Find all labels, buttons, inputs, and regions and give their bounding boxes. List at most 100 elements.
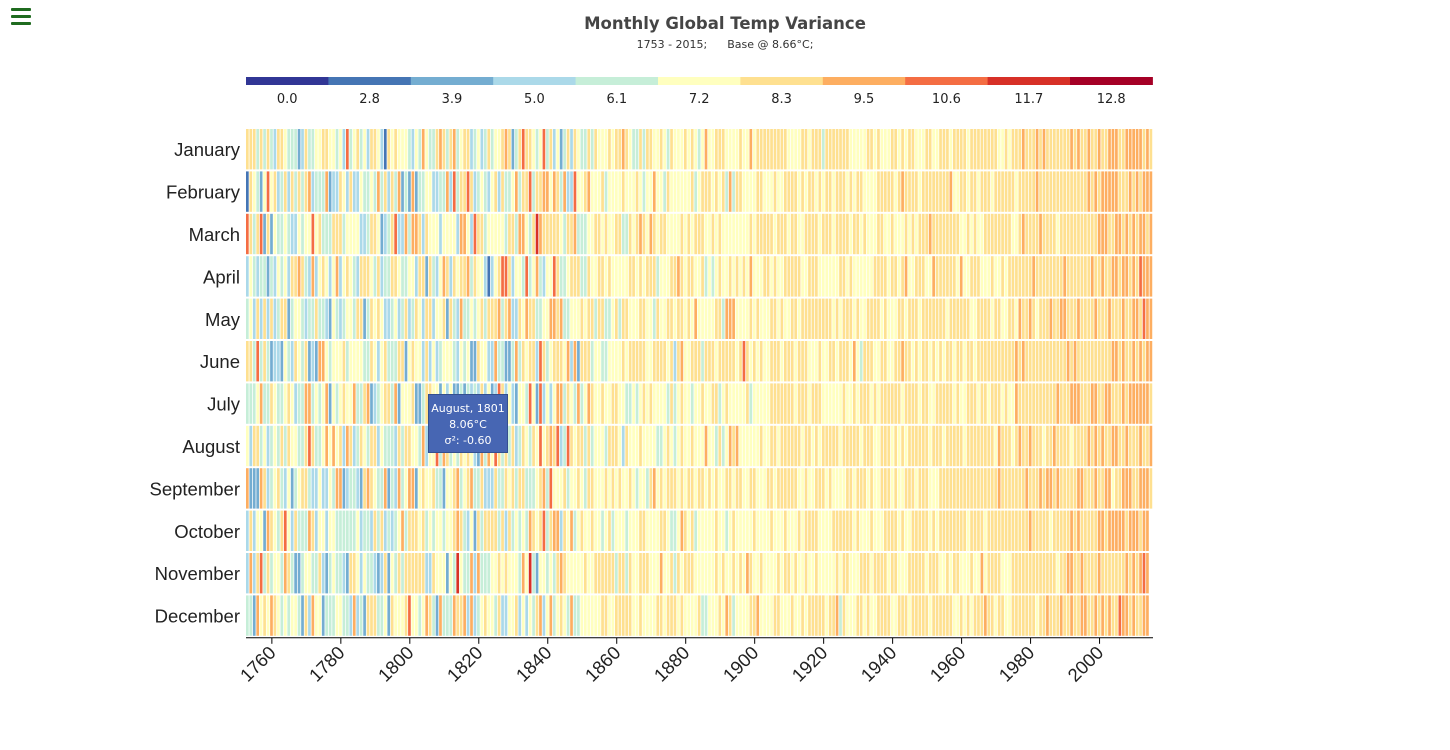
heatmap-cell[interactable] bbox=[480, 468, 484, 509]
heatmap-cell[interactable] bbox=[966, 256, 970, 297]
heatmap-cell[interactable] bbox=[1118, 383, 1122, 424]
heatmap-cell[interactable] bbox=[735, 171, 739, 212]
heatmap-cell[interactable] bbox=[442, 553, 446, 594]
heatmap-cell[interactable] bbox=[311, 213, 315, 255]
heatmap-cell[interactable] bbox=[1090, 213, 1094, 255]
heatmap-cell[interactable] bbox=[625, 213, 629, 255]
heatmap-cell[interactable] bbox=[742, 171, 746, 212]
heatmap-cell[interactable] bbox=[480, 510, 484, 551]
heatmap-cell[interactable] bbox=[683, 383, 687, 424]
heatmap-cell[interactable] bbox=[932, 425, 935, 467]
heatmap-cell[interactable] bbox=[539, 468, 542, 509]
heatmap-cell[interactable] bbox=[666, 425, 670, 467]
heatmap-cell[interactable] bbox=[901, 341, 904, 382]
heatmap-cell[interactable] bbox=[463, 213, 466, 255]
heatmap-cell[interactable] bbox=[1135, 129, 1139, 170]
heatmap-cell[interactable] bbox=[621, 553, 625, 594]
heatmap-cell[interactable] bbox=[611, 256, 615, 297]
heatmap-cell[interactable] bbox=[380, 341, 384, 382]
heatmap-cell[interactable] bbox=[663, 256, 666, 297]
heatmap-cell[interactable] bbox=[1073, 341, 1077, 382]
heatmap-cell[interactable] bbox=[1094, 383, 1098, 424]
heatmap-cell[interactable] bbox=[777, 213, 780, 255]
heatmap-cell[interactable] bbox=[980, 425, 984, 467]
heatmap-cell[interactable] bbox=[1115, 510, 1118, 551]
heatmap-cell[interactable] bbox=[873, 256, 877, 297]
heatmap-cell[interactable] bbox=[646, 341, 649, 382]
heatmap-cell[interactable] bbox=[621, 510, 625, 551]
heatmap-cell[interactable] bbox=[746, 213, 749, 255]
heatmap-cell[interactable] bbox=[294, 383, 297, 424]
heatmap-cell[interactable] bbox=[1139, 383, 1142, 424]
heatmap-cell[interactable] bbox=[690, 341, 694, 382]
heatmap-cell[interactable] bbox=[984, 129, 987, 170]
heatmap-cell[interactable] bbox=[546, 383, 549, 424]
heatmap-cell[interactable] bbox=[539, 213, 542, 255]
heatmap-cell[interactable] bbox=[1132, 468, 1135, 509]
heatmap-cell[interactable] bbox=[811, 383, 815, 424]
heatmap-cell[interactable] bbox=[287, 171, 291, 212]
heatmap-cell[interactable] bbox=[859, 383, 863, 424]
heatmap-cell[interactable] bbox=[942, 298, 946, 339]
heatmap-cell[interactable] bbox=[283, 213, 287, 255]
heatmap-cell[interactable] bbox=[711, 383, 715, 424]
heatmap-cell[interactable] bbox=[849, 468, 853, 509]
heatmap-cell[interactable] bbox=[697, 298, 701, 339]
heatmap-cell[interactable] bbox=[1021, 341, 1025, 382]
heatmap-cell[interactable] bbox=[849, 341, 853, 382]
heatmap-cell[interactable] bbox=[473, 510, 477, 551]
heatmap-cell[interactable] bbox=[787, 510, 791, 551]
heatmap-cell[interactable] bbox=[404, 256, 408, 297]
heatmap-cell[interactable] bbox=[849, 171, 853, 212]
heatmap-cell[interactable] bbox=[487, 553, 491, 594]
heatmap-cell[interactable] bbox=[759, 425, 763, 467]
heatmap-cell[interactable] bbox=[321, 425, 325, 467]
heatmap-cell[interactable] bbox=[766, 213, 770, 255]
heatmap-cell[interactable] bbox=[273, 341, 277, 382]
heatmap-cell[interactable] bbox=[1101, 425, 1104, 467]
heatmap-cell[interactable] bbox=[1146, 213, 1149, 255]
heatmap-cell[interactable] bbox=[1039, 341, 1042, 382]
heatmap-cell[interactable] bbox=[414, 553, 418, 594]
heatmap-cell[interactable] bbox=[442, 341, 446, 382]
heatmap-cell[interactable] bbox=[528, 341, 532, 382]
heatmap-cell[interactable] bbox=[328, 298, 332, 339]
heatmap-cell[interactable] bbox=[994, 595, 998, 636]
heatmap-cell[interactable] bbox=[1142, 553, 1146, 594]
heatmap-cell[interactable] bbox=[752, 256, 756, 297]
heatmap-cell[interactable] bbox=[511, 595, 515, 636]
heatmap-cell[interactable] bbox=[394, 171, 397, 212]
heatmap-cell[interactable] bbox=[749, 256, 753, 297]
heatmap-cell[interactable] bbox=[704, 553, 708, 594]
heatmap-cell[interactable] bbox=[349, 595, 353, 636]
heatmap-cell[interactable] bbox=[711, 468, 715, 509]
heatmap-cell[interactable] bbox=[539, 553, 542, 594]
heatmap-cell[interactable] bbox=[356, 298, 360, 339]
heatmap-cell[interactable] bbox=[1146, 256, 1149, 297]
heatmap-cell[interactable] bbox=[559, 468, 563, 509]
heatmap-cell[interactable] bbox=[449, 298, 453, 339]
heatmap-cell[interactable] bbox=[294, 171, 297, 212]
heatmap-cell[interactable] bbox=[746, 383, 749, 424]
heatmap-cell[interactable] bbox=[287, 468, 291, 509]
heatmap-cell[interactable] bbox=[521, 213, 525, 255]
heatmap-cell[interactable] bbox=[670, 595, 673, 636]
heatmap-cell[interactable] bbox=[770, 510, 773, 551]
heatmap-cell[interactable] bbox=[570, 383, 573, 424]
heatmap-cell[interactable] bbox=[1118, 425, 1122, 467]
heatmap-cell[interactable] bbox=[521, 298, 525, 339]
heatmap-cell[interactable] bbox=[290, 256, 294, 297]
heatmap-cell[interactable] bbox=[283, 256, 287, 297]
heatmap-cell[interactable] bbox=[887, 595, 891, 636]
heatmap-cell[interactable] bbox=[470, 595, 473, 636]
heatmap-cell[interactable] bbox=[349, 510, 353, 551]
heatmap-cell[interactable] bbox=[880, 468, 884, 509]
heatmap-cell[interactable] bbox=[256, 298, 260, 339]
heatmap-cell[interactable] bbox=[1121, 213, 1125, 255]
heatmap-cell[interactable] bbox=[821, 171, 825, 212]
heatmap-cell[interactable] bbox=[325, 213, 329, 255]
heatmap-cell[interactable] bbox=[780, 383, 784, 424]
heatmap-cell[interactable] bbox=[439, 468, 442, 509]
heatmap-cell[interactable] bbox=[532, 129, 535, 170]
heatmap-cell[interactable] bbox=[1032, 256, 1035, 297]
